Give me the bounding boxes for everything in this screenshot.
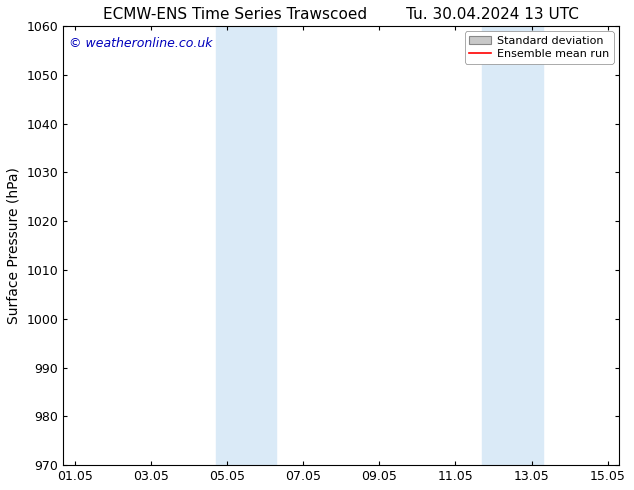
Bar xyxy=(482,26,543,465)
Text: © weatheronline.co.uk: © weatheronline.co.uk xyxy=(69,37,212,50)
Legend: Standard deviation, Ensemble mean run: Standard deviation, Ensemble mean run xyxy=(465,31,614,64)
Title: ECMW-ENS Time Series Trawscoed        Tu. 30.04.2024 13 UTC: ECMW-ENS Time Series Trawscoed Tu. 30.04… xyxy=(103,7,579,22)
Y-axis label: Surface Pressure (hPa): Surface Pressure (hPa) xyxy=(7,167,21,324)
Bar xyxy=(216,26,276,465)
